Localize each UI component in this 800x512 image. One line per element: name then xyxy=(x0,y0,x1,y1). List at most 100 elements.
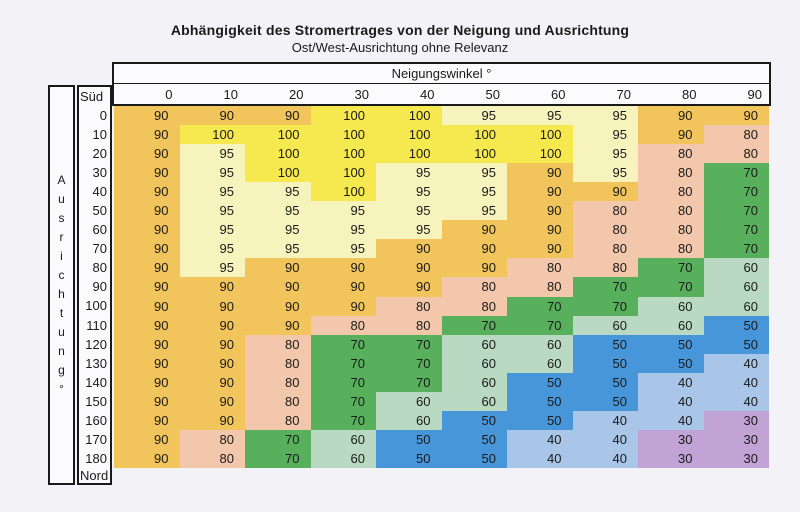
heatmap-cell: 90 xyxy=(703,106,769,126)
heatmap-cell: 95 xyxy=(572,144,638,164)
heatmap-cell: 40 xyxy=(703,353,769,373)
y-axis-letter: h xyxy=(58,287,65,301)
row-header: 10 xyxy=(92,127,107,143)
heatmap-cell: 80 xyxy=(638,163,704,183)
heatmap-cell: 95 xyxy=(310,239,376,259)
heatmap-cell: 80 xyxy=(310,315,376,335)
y-axis-letter: g xyxy=(58,363,65,377)
heatmap-cell: 60 xyxy=(572,315,638,335)
heatmap-cell: 30 xyxy=(703,410,769,430)
heatmap-cell: 95 xyxy=(179,220,245,240)
heatmap-cell: 90 xyxy=(441,239,507,259)
x-axis-label-neigungswinkel: Neigungswinkel ° xyxy=(114,64,769,84)
heatmap-cell: 70 xyxy=(703,182,769,202)
row-header: 60 xyxy=(92,222,107,238)
heatmap-cell: 90 xyxy=(179,410,245,430)
chart-subtitle: Ost/West-Ausrichtung ohne Relevanz xyxy=(291,40,509,55)
heatmap-cell: 60 xyxy=(441,334,507,354)
heatmap-cell: 70 xyxy=(638,277,704,297)
heatmap-cell: 70 xyxy=(703,239,769,259)
heatmap-cell: 40 xyxy=(572,410,638,430)
heatmap-cell: 40 xyxy=(638,391,704,411)
column-header-list: 0 10 20 30 40 50 60 70 80 90 xyxy=(114,84,769,104)
heatmap-cell: 90 xyxy=(245,315,311,335)
heatmap-cell: 90 xyxy=(179,334,245,354)
heatmap-cell: 70 xyxy=(703,201,769,221)
y-axis-letter: u xyxy=(58,192,65,206)
heatmap-cell: 40 xyxy=(572,429,638,449)
heatmap-cell: 70 xyxy=(507,296,573,316)
heatmap-cell: 50 xyxy=(703,315,769,335)
row-header: 20 xyxy=(92,146,107,162)
y-axis-letter: r xyxy=(59,230,64,244)
heatmap-cell: 90 xyxy=(441,220,507,240)
heatmap-cell: 90 xyxy=(507,182,573,202)
heatmap-cell: 80 xyxy=(376,296,442,316)
heatmap-cell: 80 xyxy=(507,277,573,297)
heatmap-cell: 70 xyxy=(310,372,376,392)
heatmap-cell: 70 xyxy=(310,410,376,430)
heatmap-cell: 90 xyxy=(114,144,180,164)
heatmap-cell: 95 xyxy=(310,220,376,240)
heatmap-cell: 100 xyxy=(507,144,573,164)
heatmap-cell: 90 xyxy=(245,296,311,316)
row-header: 90 xyxy=(92,279,107,295)
heatmap-cell: 90 xyxy=(310,296,376,316)
heatmap-cell: 40 xyxy=(507,448,573,468)
heatmap-cell: 80 xyxy=(441,296,507,316)
heatmap-cell: 80 xyxy=(245,353,311,373)
heatmap-cell: 40 xyxy=(507,429,573,449)
heatmap-cell: 50 xyxy=(507,410,573,430)
heatmap-cell: 90 xyxy=(376,239,442,259)
heatmap-cell: 60 xyxy=(310,429,376,449)
heatmap-cell: 70 xyxy=(638,258,704,278)
col-header: 0 xyxy=(165,86,173,102)
heatmap-cell: 90 xyxy=(114,239,180,259)
heatmap-cell: 80 xyxy=(179,429,245,449)
heatmap-cell: 80 xyxy=(245,334,311,354)
heatmap-cell: 70 xyxy=(310,353,376,373)
heatmap-cell: 60 xyxy=(507,334,573,354)
heatmap-cell: 95 xyxy=(376,182,442,202)
heatmap-cell: 60 xyxy=(703,258,769,278)
heatmap-cell: 100 xyxy=(310,125,376,145)
heatmap-cell: 90 xyxy=(114,410,180,430)
heatmap-cell: 90 xyxy=(376,277,442,297)
heatmap-cell: 90 xyxy=(114,448,180,468)
y-axis-letter: s xyxy=(58,211,65,225)
heatmap-cell: 95 xyxy=(245,220,311,240)
row-header: 130 xyxy=(85,355,107,371)
heatmap-cell: 95 xyxy=(179,144,245,164)
row-header-sued: Süd xyxy=(80,89,104,104)
heatmap-cell: 80 xyxy=(572,258,638,278)
heatmap-cell: 90 xyxy=(114,163,180,183)
col-header: 30 xyxy=(354,86,369,102)
heatmap-cell: 90 xyxy=(114,277,180,297)
row-header-column: Süd 0 10 20 30 40 50 60 70 80 90 100 110 120 130 140 15… xyxy=(77,85,112,485)
heatmap-cell: 100 xyxy=(376,106,442,126)
heatmap-cell: 95 xyxy=(179,201,245,221)
heatmap-cell: 40 xyxy=(638,372,704,392)
col-header: 50 xyxy=(485,86,500,102)
heatmap-cell: 70 xyxy=(310,391,376,411)
heatmap-cell: 90 xyxy=(638,125,704,145)
heatmap-cell: 90 xyxy=(114,315,180,335)
col-header: 60 xyxy=(551,86,566,102)
heatmap-cell: 100 xyxy=(245,125,311,145)
heatmap-cell: 90 xyxy=(114,125,180,145)
heatmap-cell: 50 xyxy=(441,410,507,430)
heatmap-cell: 100 xyxy=(245,163,311,183)
heatmap-cell: 100 xyxy=(179,125,245,145)
heatmap-cell: 40 xyxy=(703,391,769,411)
heatmap-cell: 100 xyxy=(441,125,507,145)
row-header-list: 0 10 20 30 40 50 60 70 80 90 100 110 120 130 140 150 160… xyxy=(79,106,110,468)
heatmap-cell: 95 xyxy=(245,201,311,221)
heatmap-cell: 50 xyxy=(376,429,442,449)
heatmap-cell: 90 xyxy=(114,353,180,373)
heatmap-cell: 100 xyxy=(310,106,376,126)
heatmap-cell: 80 xyxy=(441,277,507,297)
heatmap-cell: 95 xyxy=(441,106,507,126)
heatmap-cell: 50 xyxy=(441,448,507,468)
